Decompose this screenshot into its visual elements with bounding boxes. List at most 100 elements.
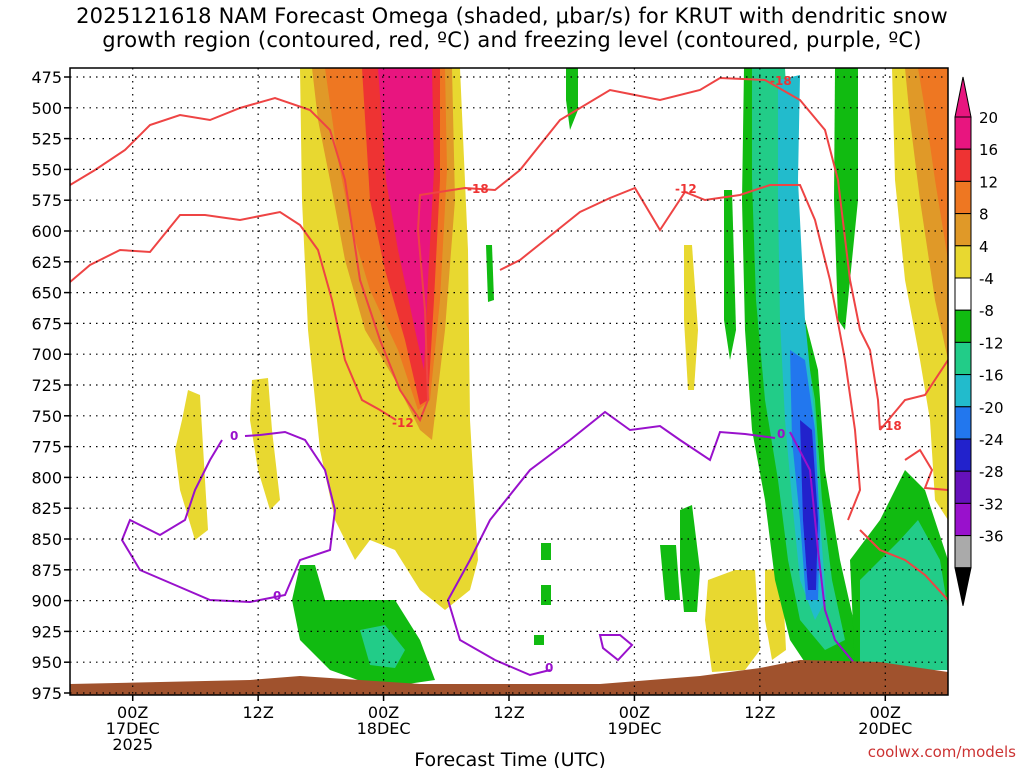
colorbar-swatch-11: [954, 470, 972, 504]
omega-green-area-d: [541, 543, 551, 560]
red-contour-minus18-left: [70, 76, 881, 431]
x-tick-label-4-1: 00Z: [619, 703, 650, 722]
purple-contours: [120, 410, 861, 677]
red-contour-minus18-right: [879, 359, 948, 431]
y-tick-label-4: 575: [31, 191, 62, 210]
omega-teal-area-a: [360, 625, 405, 668]
colorbar-swatch-4: [954, 245, 972, 279]
x-tick-label-0-3: 2025: [112, 735, 153, 754]
x-tick-label-3-1: 12Z: [493, 703, 524, 722]
omega-yellow-area-d: [684, 245, 698, 390]
y-tick-label-8: 675: [31, 314, 62, 333]
y-tick-label-2: 525: [31, 130, 62, 149]
colorbar-swatch-6: [954, 309, 972, 343]
x-tick-label-0-1: 00Z: [117, 703, 148, 722]
x-tick-label-2-1: 00Z: [368, 703, 399, 722]
purple-contour-mid: [446, 410, 776, 677]
omega-yellow-area-c: [250, 378, 280, 510]
colorbar-swatch-13: [954, 535, 972, 569]
colorbar-label-4: 4: [979, 238, 989, 256]
y-tick-label-14: 825: [31, 499, 62, 518]
y-tick-label-9: 700: [31, 345, 62, 364]
colorbar-swatch-12: [954, 502, 972, 537]
colorbar-label-3: 8: [979, 206, 989, 224]
x-tick-label-5-1: 12Z: [744, 703, 775, 722]
colorbar-label-9: -20: [979, 399, 1004, 417]
red-label-5: -18: [880, 419, 902, 433]
red-contour-minus12-right: [499, 184, 862, 521]
colorbar-swatch-0: [954, 116, 972, 150]
y-tick-label-3: 550: [31, 160, 62, 179]
y-tick-label-20: 975: [31, 684, 62, 703]
plot-frame: [69, 67, 949, 696]
title-line-1: 2025121618 NAM Forecast Omega (shaded, μ…: [76, 4, 948, 28]
chart-title: 2025121618 NAM Forecast Omega (shaded, μ…: [0, 4, 1024, 52]
omega-yellow-area-b: [175, 390, 208, 540]
colorbar-label-1: 16: [979, 141, 998, 159]
x-axis-title: Forecast Time (UTC): [414, 749, 605, 768]
colorbar-label-12: -32: [979, 495, 1004, 513]
purple-contour-right: [789, 431, 861, 671]
y-tick-label-5: 600: [31, 222, 62, 241]
colorbar-swatch-7: [954, 341, 972, 376]
colorbar-swatch-8: [954, 374, 972, 408]
purple-label-3: 0: [545, 661, 553, 675]
red-contour-minus12-left: [70, 210, 397, 421]
red-contours: [70, 76, 948, 601]
credit-text: coolwx.com/models: [868, 743, 1016, 761]
colorbar-label-5: -4: [979, 270, 994, 288]
y-tick-label-15: 850: [31, 530, 62, 549]
y-tick-label-6: 625: [31, 253, 62, 272]
omega-green-area-h: [680, 505, 700, 612]
colorbar-swatch-2: [954, 180, 972, 215]
omega-green-area-i: [724, 190, 736, 360]
y-tick-label-0: 475: [31, 68, 62, 87]
colorbar-label-0: 20: [979, 109, 998, 127]
red-label-4: -12: [675, 182, 697, 196]
grid-lines: [70, 68, 948, 695]
omega-green-area-g: [660, 545, 680, 600]
y-tick-label-13: 800: [31, 468, 62, 487]
colorbar-top-arrow: [954, 76, 972, 118]
y-tick-label-18: 925: [31, 622, 62, 641]
y-axis: 475 500 525 550 575 600 625 650 675 700 725 750 775 8…: [31, 68, 70, 703]
x-tick-label-6-1: 00Z: [870, 703, 901, 722]
purple-contour-left: [120, 430, 337, 604]
colorbar-label-13: -36: [979, 528, 1004, 546]
terrain-fill: [70, 660, 948, 695]
omega-green-area-c: [486, 245, 494, 302]
y-tick-label-16: 875: [31, 561, 62, 580]
omega-green-area-k: [834, 68, 858, 330]
omega-darkblue-area: [800, 420, 818, 590]
y-tick-label-17: 900: [31, 592, 62, 611]
omega-orange-area-b: [918, 68, 948, 260]
colorbar-label-7: -12: [979, 334, 1004, 352]
omega-yellow-area-e: [705, 570, 760, 672]
omega-green-area-a: [292, 565, 435, 688]
colorbar-label-10: -24: [979, 431, 1004, 449]
colorbar-bottom-arrow: [954, 567, 972, 606]
x-tick-label-1-1: 12Z: [242, 703, 273, 722]
red-label-1: -18: [467, 182, 489, 196]
red-label-2: -18: [770, 74, 792, 88]
contour-labels: -18 -18 -12 -12 -18 0 0 0 0: [230, 74, 902, 675]
colorbar-swatch-1: [954, 148, 972, 182]
colorbar-swatch-3: [954, 213, 972, 247]
y-tick-label-19: 950: [31, 653, 62, 672]
purple-contour-small: [598, 634, 634, 662]
y-tick-label-11: 750: [31, 407, 62, 426]
omega-teal-area-c: [860, 520, 948, 670]
colorbar-label-8: -16: [979, 367, 1004, 385]
colorbar-label-11: -28: [979, 463, 1004, 481]
purple-label-1: 0: [230, 429, 238, 443]
purple-label-2: 0: [273, 589, 281, 603]
omega-shading: [175, 68, 948, 688]
colorbar-label-2: 12: [979, 173, 998, 191]
y-tick-label-12: 775: [31, 438, 62, 457]
x-tick-label-2-2: 18DEC: [357, 719, 411, 738]
y-tick-label-1: 500: [31, 99, 62, 118]
red-contour-lower-right: [904, 448, 948, 491]
omega-magenta-area-a: [378, 68, 434, 370]
